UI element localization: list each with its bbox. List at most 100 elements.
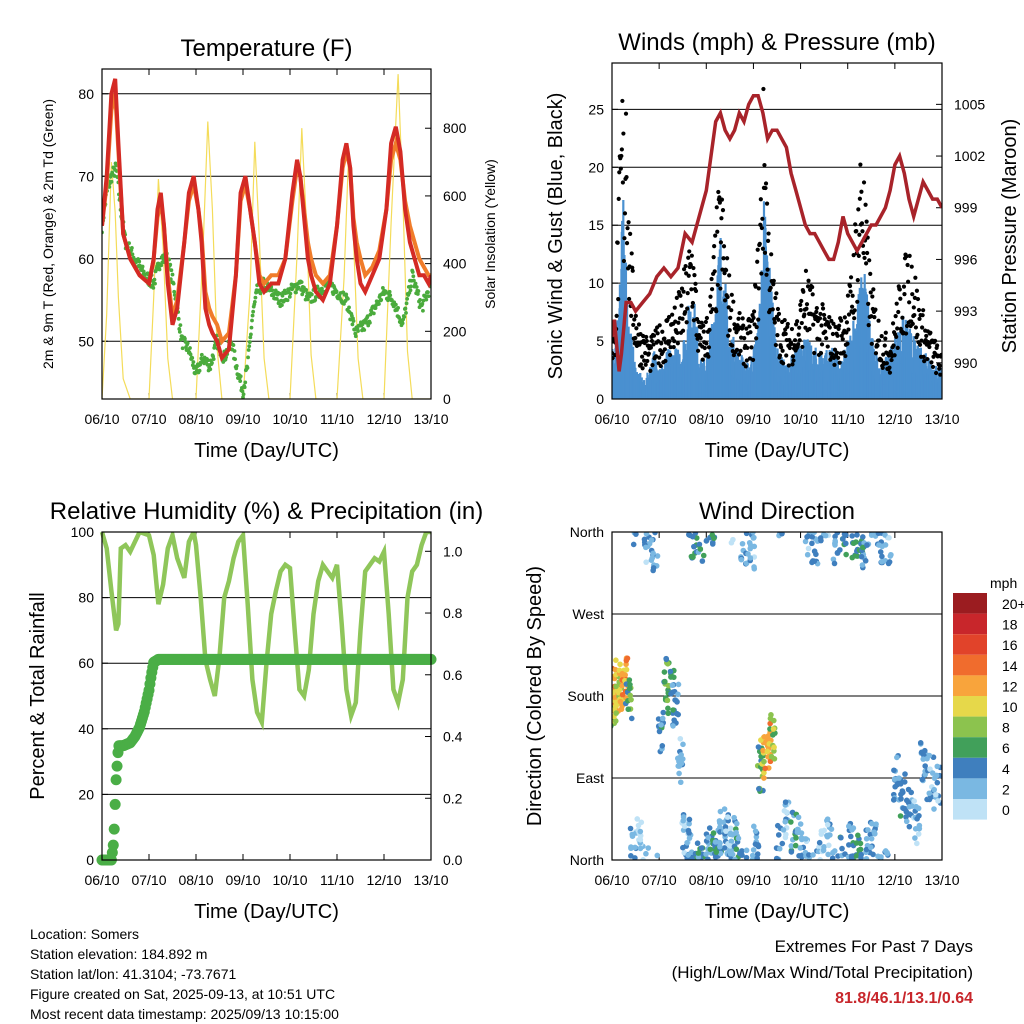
direction-point xyxy=(852,552,859,559)
gust-point xyxy=(858,162,863,167)
direction-point xyxy=(670,723,676,729)
x-axis-label: Time (Day/UTC) xyxy=(194,440,339,462)
gust-point xyxy=(859,221,865,226)
gust-point xyxy=(620,98,625,104)
gust-point xyxy=(729,308,734,313)
dewpoint-point xyxy=(351,319,356,323)
dewpoint-point xyxy=(238,379,243,384)
direction-point xyxy=(811,532,817,536)
direction-point xyxy=(782,799,789,805)
gust-point xyxy=(847,283,853,289)
direction-point xyxy=(840,536,846,542)
gust-point xyxy=(648,345,653,350)
direction-point xyxy=(680,741,686,748)
direction-point xyxy=(804,534,810,540)
direction-point xyxy=(659,742,666,749)
gust-point xyxy=(875,343,880,348)
y-tick-label: 60 xyxy=(78,655,94,671)
y-right-tick-label: 400 xyxy=(443,256,467,272)
direction-point xyxy=(743,847,750,854)
direction-point xyxy=(707,846,714,853)
x-axis-label: Time (Day/UTC) xyxy=(194,901,339,923)
direction-point xyxy=(654,852,661,859)
gust-point xyxy=(698,335,703,341)
gust-point xyxy=(762,250,768,255)
direction-point xyxy=(805,545,812,552)
gust-point xyxy=(672,339,677,344)
direction-point xyxy=(932,791,939,798)
direction-point xyxy=(637,845,644,852)
gust-point xyxy=(884,361,889,366)
gust-point xyxy=(737,310,742,316)
direction-point xyxy=(756,786,762,792)
gust-point xyxy=(906,279,911,284)
direction-point xyxy=(903,814,909,820)
panel-winds: Winds (mph) & Pressure (mb) Time (Day/UTC… xyxy=(545,29,1021,462)
precip-point xyxy=(110,774,122,786)
gust-point xyxy=(782,318,787,323)
direction-point xyxy=(655,716,662,722)
dewpoint-point xyxy=(243,380,248,385)
direction-point xyxy=(663,656,670,663)
direction-point xyxy=(867,844,874,851)
direction-point xyxy=(623,666,630,673)
dewpoint-point xyxy=(421,308,425,313)
gust-point xyxy=(821,312,827,318)
gust-point xyxy=(734,347,740,352)
gust-point xyxy=(785,321,790,327)
direction-point xyxy=(670,707,676,713)
direction-point xyxy=(686,820,692,827)
dewpoint-point xyxy=(347,305,351,310)
dewpoint-point xyxy=(253,295,258,300)
direction-point xyxy=(908,789,915,796)
gust-point xyxy=(655,331,660,336)
direction-point xyxy=(912,835,918,841)
gust-point xyxy=(745,345,750,351)
dewpoint-point xyxy=(212,343,217,348)
dewpoint-point xyxy=(210,360,214,365)
dewpoint-point xyxy=(426,290,430,295)
gust-point xyxy=(883,330,888,335)
dewpoint-point xyxy=(169,268,174,273)
x-tick-label: 06/10 xyxy=(594,411,629,427)
y-tick-label: 80 xyxy=(78,86,94,102)
direction-point xyxy=(645,845,652,851)
legend-title: mph xyxy=(990,575,1017,591)
direction-point xyxy=(709,532,716,538)
plot-frame xyxy=(611,531,943,861)
direction-point xyxy=(617,698,624,705)
direction-point xyxy=(857,840,864,847)
direction-point xyxy=(676,770,682,777)
x-tick-label: 08/10 xyxy=(689,872,724,888)
gust-point xyxy=(629,313,634,318)
gust-point xyxy=(868,290,873,295)
gust-point xyxy=(801,289,806,294)
direction-point xyxy=(822,532,829,539)
gust-point xyxy=(621,258,627,264)
gust-point xyxy=(712,269,717,274)
direction-point xyxy=(886,534,892,541)
gust-point xyxy=(719,216,724,221)
gust-point xyxy=(709,287,715,292)
direction-point xyxy=(824,833,831,840)
dewpoint-point xyxy=(377,302,381,306)
dewpoint-point xyxy=(172,289,177,294)
direction-point xyxy=(882,532,888,538)
direction-point xyxy=(675,691,681,698)
direction-point xyxy=(751,534,757,541)
dewpoint-point xyxy=(130,252,135,257)
y-right-tick-label: 1.0 xyxy=(443,543,463,559)
direction-point xyxy=(637,828,644,835)
direction-point xyxy=(749,852,756,859)
direction-point xyxy=(696,541,703,548)
legend-swatch xyxy=(953,613,987,635)
gust-point xyxy=(693,288,699,294)
gust-point xyxy=(804,302,810,307)
gust-point xyxy=(811,322,816,327)
gust-point xyxy=(910,321,915,326)
direction-point xyxy=(788,843,795,849)
y-tick-label: 0 xyxy=(86,852,94,868)
direction-point xyxy=(739,852,745,858)
gust-point xyxy=(751,315,756,320)
direction-point xyxy=(680,844,686,851)
